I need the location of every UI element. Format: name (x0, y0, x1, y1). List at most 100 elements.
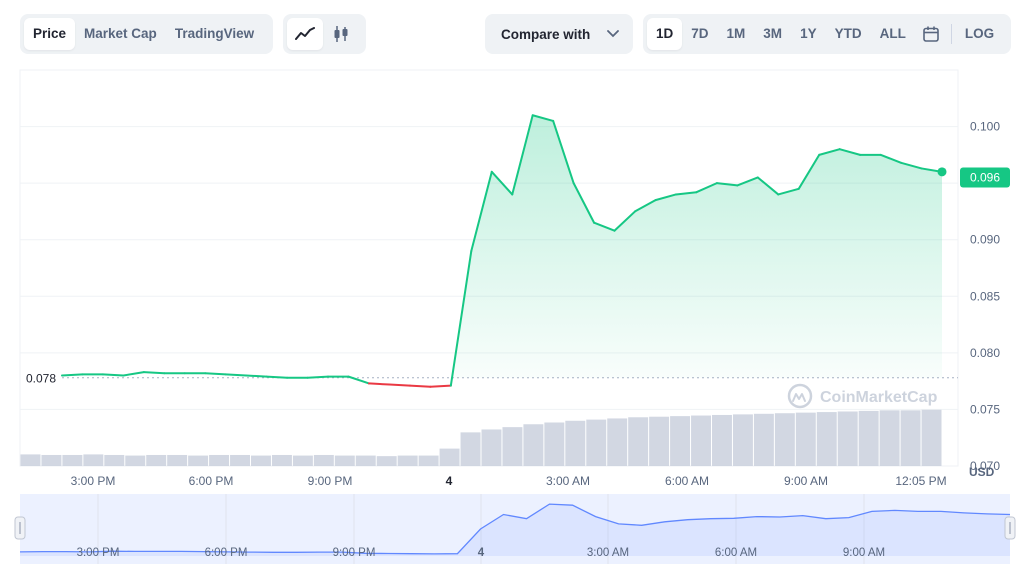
view-tab-group: Price Market Cap TradingView (20, 14, 273, 54)
y-unit-label: USD (969, 465, 995, 479)
range-7d[interactable]: 7D (691, 26, 709, 41)
line-chart-icon[interactable] (287, 18, 323, 50)
price-line-segment (470, 170, 493, 253)
log-toggle[interactable]: LOG (964, 26, 995, 41)
volume-bar (83, 454, 104, 466)
price-line-segment (818, 148, 841, 156)
price-line-segment (838, 148, 862, 156)
price-line-segment (306, 375, 330, 379)
current-price-dot (937, 167, 947, 177)
navigator-tick-label: 4 (478, 547, 485, 559)
volume-bar (355, 455, 376, 466)
calendar-icon[interactable] (915, 18, 947, 50)
volume-bar (586, 419, 607, 466)
volume-bar (628, 417, 649, 466)
volume-bar (670, 416, 691, 466)
x-tick-label: 4 (446, 474, 453, 488)
price-line-segment (265, 375, 289, 379)
price-line-segment (224, 373, 248, 377)
range-3m[interactable]: 3M (763, 26, 783, 41)
volume-bar (292, 455, 313, 466)
navigator-tick-label: 9:00 PM (333, 547, 376, 559)
volume-bar (774, 413, 795, 466)
price-line-segment (122, 371, 145, 377)
x-tick-label: 6:00 AM (665, 474, 709, 488)
current-price-tag: 0.096 (960, 167, 1010, 188)
volume-bar (125, 455, 146, 466)
volume-bar (41, 454, 62, 466)
range-tab-group: 1D 7D 1M 3M 1Y YTD ALL LOG (643, 14, 1011, 54)
divider (950, 24, 952, 44)
y-tick-label: 0.090 (970, 233, 1000, 247)
volume-bar (795, 412, 816, 466)
price-line-segment (429, 384, 452, 388)
navigator-tick-label: 6:00 PM (205, 547, 248, 559)
volume-bar (334, 455, 355, 466)
navigator-selection[interactable] (20, 494, 1010, 564)
range-1y[interactable]: 1Y (800, 26, 817, 41)
price-line-segment (61, 373, 84, 377)
volume-bar (837, 411, 858, 466)
range-1m[interactable]: 1M (726, 26, 746, 41)
volume-bar (104, 454, 125, 466)
price-line-segment (879, 153, 903, 164)
price-line-segment (347, 375, 370, 385)
price-line-segment (920, 167, 943, 173)
price-line-segment (388, 383, 411, 387)
volume-bar (230, 454, 250, 466)
volume-bar (209, 454, 230, 466)
volume-bar (732, 414, 753, 466)
volume-bar (858, 410, 879, 466)
price-line-segment (204, 372, 227, 376)
tab-price[interactable]: Price (24, 18, 76, 50)
volume-bar (62, 454, 83, 466)
navigator-handle-right[interactable] (1004, 516, 1016, 540)
current-price-label: 0.096 (970, 170, 1000, 184)
price-line-segment (634, 199, 657, 213)
price-line-segment (142, 371, 166, 375)
x-tick-label: 3:00 AM (546, 474, 590, 488)
x-tick-label: 9:00 AM (784, 474, 828, 488)
price-line-segment (408, 384, 432, 388)
volume-bar (167, 454, 188, 466)
y-tick-label: 0.095 (970, 176, 1000, 190)
range-1d[interactable]: 1D (647, 18, 683, 50)
price-line-segment (695, 182, 718, 194)
navigator-background (20, 494, 1010, 564)
tab-market-cap[interactable]: Market Cap (84, 26, 157, 41)
price-line-segment (593, 221, 616, 232)
x-tick-label: 6:00 PM (189, 474, 234, 488)
y-tick-label: 0.100 (970, 120, 1000, 134)
chevron-down-icon (607, 30, 619, 38)
navigator-tick-label: 3:00 AM (587, 547, 629, 559)
range-ytd[interactable]: YTD (834, 26, 862, 41)
volume-bar (397, 455, 418, 466)
price-line-segment (654, 193, 677, 202)
price-area (450, 115, 942, 386)
volume-bar (271, 454, 292, 466)
volume-bar (921, 409, 942, 466)
volume-bar (816, 412, 837, 466)
volume-bar (418, 455, 439, 466)
open-price-label: 0.078 (26, 372, 56, 386)
volume-bar (460, 432, 481, 466)
volume-bar (313, 454, 334, 466)
volume-bar (439, 448, 460, 466)
navigator-handle-left[interactable] (14, 516, 26, 540)
range-all[interactable]: ALL (879, 26, 906, 41)
price-line-segment (900, 161, 923, 170)
price-line-segment (101, 373, 125, 377)
volume-bar (376, 456, 397, 466)
y-tick-label: 0.085 (970, 289, 1000, 303)
price-line-segment (245, 374, 268, 378)
y-tick-label: 0.075 (970, 402, 1000, 416)
compare-dropdown[interactable]: Compare with (485, 14, 633, 54)
x-tick-label: 3:00 PM (71, 474, 116, 488)
volume-bar (565, 420, 586, 466)
price-line-segment (367, 382, 391, 386)
candlestick-icon[interactable] (323, 18, 359, 50)
volume-bar (649, 416, 670, 466)
volume-bar (900, 410, 921, 466)
tab-tradingview[interactable]: TradingView (174, 26, 255, 41)
